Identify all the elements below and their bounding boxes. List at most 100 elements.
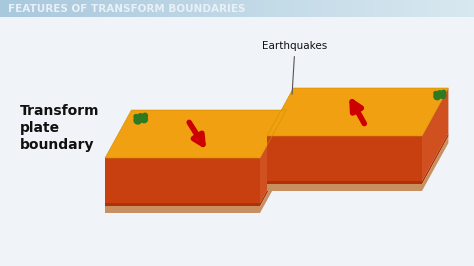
Polygon shape [267,181,422,184]
Text: FEATURES OF TRANSFORM BOUNDARIES: FEATURES OF TRANSFORM BOUNDARIES [8,3,246,14]
Bar [218,0,223,17]
Bar [104,0,109,17]
Bar [280,0,284,17]
Bar [123,0,128,17]
Bar [194,0,199,17]
Bar [142,0,147,17]
Bar [351,0,356,17]
Bar [294,0,299,17]
Bar [460,0,465,17]
Bar [156,0,161,17]
Bar [66,0,71,17]
Bar [81,0,85,17]
Bar [52,0,57,17]
Bar [246,0,251,17]
Bar [228,0,232,17]
Circle shape [142,113,148,119]
Circle shape [433,91,438,95]
Bar [393,0,398,17]
Bar [384,0,389,17]
Bar [19,0,24,17]
Bar [441,0,446,17]
Bar [289,0,294,17]
Bar [403,0,408,17]
Text: Transform
plate
boundary: Transform plate boundary [20,104,100,152]
Bar [303,0,308,17]
Polygon shape [422,133,448,184]
Bar [133,0,137,17]
Polygon shape [260,110,286,203]
Bar [152,0,156,17]
Bar [71,0,76,17]
Bar [389,0,393,17]
Bar [398,0,403,17]
Bar [213,0,218,17]
Bar [57,0,62,17]
Polygon shape [422,88,448,181]
Bar [251,0,256,17]
Bar [114,0,118,17]
Bar [256,0,261,17]
Bar [185,0,190,17]
Bar [327,0,332,17]
Bar [33,0,38,17]
Bar [417,0,422,17]
Bar [465,0,469,17]
Bar [47,0,52,17]
Bar [242,0,246,17]
Bar [450,0,455,17]
Bar [147,0,152,17]
Bar [436,0,441,17]
Bar [379,0,384,17]
Bar [360,0,365,17]
Polygon shape [105,206,260,213]
Bar [412,0,417,17]
Bar [365,0,370,17]
Bar [322,0,327,17]
Bar [137,0,142,17]
Bar [308,0,313,17]
Bar [270,0,275,17]
Bar [446,0,450,17]
Bar [171,0,175,17]
Bar [0,0,5,17]
Bar [422,0,427,17]
Bar [118,0,123,17]
Bar [109,0,114,17]
Polygon shape [260,155,286,206]
Bar [265,0,270,17]
Bar [166,0,171,17]
Bar [62,0,66,17]
Bar [190,0,194,17]
Bar [337,0,341,17]
Bar [204,0,209,17]
Polygon shape [267,184,422,191]
Bar [431,0,436,17]
Bar [199,0,204,17]
Bar [455,0,460,17]
Bar [38,0,43,17]
Bar [161,0,166,17]
Polygon shape [422,136,448,191]
Bar [14,0,19,17]
Circle shape [439,92,447,99]
Bar [275,0,280,17]
Circle shape [137,113,144,120]
Bar [24,0,28,17]
Bar [100,0,104,17]
Bar [427,0,431,17]
Bar [76,0,81,17]
Circle shape [437,90,443,96]
Circle shape [133,114,139,119]
Bar [43,0,47,17]
Polygon shape [260,158,286,213]
Bar [175,0,180,17]
Bar [90,0,95,17]
Bar [237,0,242,17]
Bar [356,0,360,17]
Bar [28,0,33,17]
Polygon shape [105,158,260,203]
Bar [209,0,213,17]
Bar [346,0,351,17]
Circle shape [140,115,148,123]
